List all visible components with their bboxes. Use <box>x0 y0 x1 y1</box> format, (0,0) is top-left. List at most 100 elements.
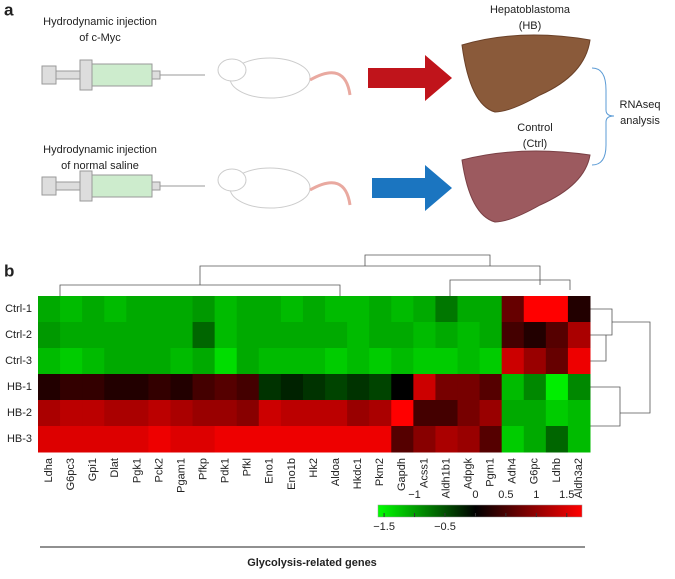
heat-cell <box>280 296 304 323</box>
rnaseq-label: analysis <box>620 115 660 127</box>
heat-cell <box>391 348 414 375</box>
heat-cell <box>192 322 216 349</box>
colorbar-tick-label: 1.5 <box>559 489 574 501</box>
heat-cell <box>148 322 171 349</box>
row-label: Ctrl-2 <box>5 329 32 341</box>
liver <box>461 150 591 223</box>
colorbar-tick-label: 0.5 <box>498 489 513 501</box>
heat-cell <box>104 374 127 401</box>
heat-cell <box>457 374 481 401</box>
heat-cell <box>457 296 481 323</box>
heat-cell <box>567 400 591 427</box>
heat-cell <box>457 322 481 349</box>
heat-cell <box>413 296 436 323</box>
heat-cell <box>258 296 282 323</box>
heat-cell <box>302 296 326 323</box>
heat-cell <box>258 374 282 401</box>
heat-cell <box>104 348 127 375</box>
column-label: Hk2 <box>308 458 320 478</box>
heat-cell <box>435 400 459 427</box>
heat-cell <box>325 296 348 323</box>
injection-text: of c-Myc <box>79 32 121 44</box>
heat-cell <box>192 296 216 323</box>
heat-cell <box>501 348 525 375</box>
heat-cell <box>38 400 61 427</box>
column-label: Ldhb <box>551 458 563 482</box>
heat-cell <box>148 400 171 427</box>
column-label: Pkm2 <box>374 458 386 486</box>
heat-cell <box>60 322 83 349</box>
heat-cell <box>567 348 591 375</box>
heat-cell <box>545 296 569 323</box>
rnaseq-label: RNAseq <box>620 99 661 111</box>
column-label: Pgm1 <box>485 458 497 487</box>
heat-cell <box>391 374 414 401</box>
heat-cell <box>479 322 503 349</box>
heat-cell <box>479 374 503 401</box>
heat-cell <box>82 426 105 453</box>
arrow <box>372 165 452 211</box>
heat-cell <box>479 296 503 323</box>
heat-cell <box>236 400 260 427</box>
column-label: Adh4 <box>507 458 519 484</box>
column-label: G6pc3 <box>65 458 77 490</box>
column-label: Pck2 <box>153 458 165 482</box>
row-label: HB-1 <box>7 381 32 393</box>
heat-cell <box>501 374 525 401</box>
heat-cell <box>567 374 591 401</box>
heat-cell <box>38 426 61 453</box>
heat-cell <box>325 426 348 453</box>
heat-cell <box>391 400 414 427</box>
heat-cell <box>38 322 61 349</box>
heat-cell <box>369 400 392 427</box>
heat-cell <box>236 322 260 349</box>
injection-text: Hydrodynamic injection <box>43 144 157 156</box>
column-label: Hkdc1 <box>352 458 364 489</box>
heat-cell <box>347 296 370 323</box>
column-label: Pdk1 <box>220 458 232 483</box>
colorbar-tick-label: −0.5 <box>434 521 456 533</box>
heat-cell <box>280 322 304 349</box>
column-label: Acss1 <box>418 458 430 488</box>
row-label: Ctrl-3 <box>5 355 32 367</box>
heat-cell <box>258 400 282 427</box>
heat-cell <box>413 348 436 375</box>
heat-cell <box>347 322 370 349</box>
heat-cell <box>413 426 436 453</box>
heat-cell <box>325 374 348 401</box>
heat-cell <box>192 348 216 375</box>
heat-cell <box>457 426 481 453</box>
heat-cell <box>347 426 370 453</box>
heat-cell <box>104 400 127 427</box>
heat-cell <box>236 296 260 323</box>
heat-cell <box>369 348 392 375</box>
heat-cell <box>435 426 459 453</box>
row-label: HB-3 <box>7 433 32 445</box>
heat-cell <box>523 374 547 401</box>
heat-cell <box>104 322 127 349</box>
x-axis-title: Glycolysis-related genes <box>247 557 377 569</box>
heat-cell <box>38 296 61 323</box>
heat-cell <box>126 374 149 401</box>
heat-cell <box>325 400 348 427</box>
heat-cell <box>325 348 348 375</box>
panel-label: a <box>4 0 14 19</box>
heat-cell <box>347 374 370 401</box>
heat-cell <box>435 348 459 375</box>
heat-cell <box>148 348 171 375</box>
heat-cell <box>126 322 149 349</box>
heat-cell <box>258 348 282 375</box>
mouse <box>217 57 352 99</box>
heat-cell <box>545 374 569 401</box>
injection-text: of normal saline <box>61 160 139 172</box>
column-label: Pgam1 <box>175 458 187 493</box>
heat-cell <box>479 426 503 453</box>
heat-cell <box>479 348 503 375</box>
heat-cell <box>391 426 414 453</box>
heat-cell <box>501 296 525 323</box>
heat-cell <box>280 426 304 453</box>
heat-cell <box>435 296 459 323</box>
column-label: Pfkl <box>242 458 254 476</box>
